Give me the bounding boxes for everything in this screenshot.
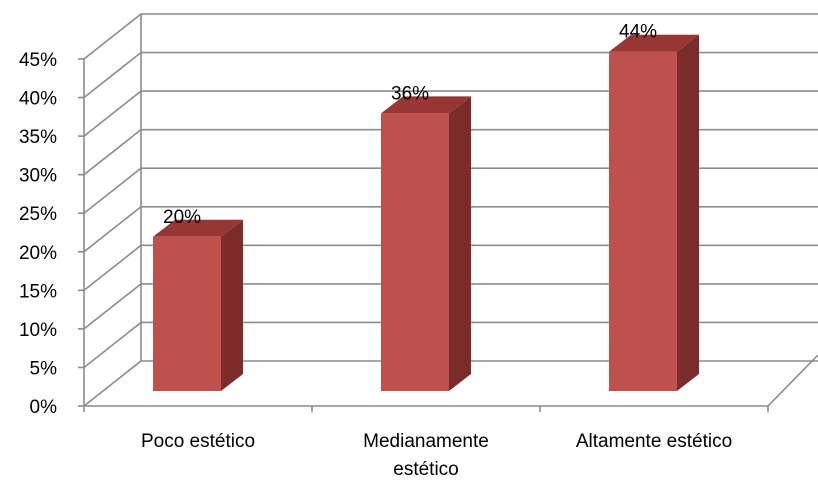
bar-front [609,51,677,391]
bar-front [153,236,221,391]
data-label: 20% [163,207,201,228]
bar-top [381,96,471,114]
y-tick-label: 15% [19,281,57,302]
axes [78,14,769,412]
y-tick-label: 40% [19,89,57,110]
x-category-label: Medianamente [363,431,489,452]
bar-side [221,219,243,391]
y-tick-label: 5% [30,358,58,379]
bar [609,34,699,391]
y-tick-label: 35% [19,127,57,148]
bar [381,96,471,392]
bar-top [609,34,699,52]
floor-edge [83,354,818,407]
bar-side [677,34,699,391]
y-tick-label: 20% [19,243,57,264]
bar [153,219,243,391]
y-tick-label: 45% [19,50,57,71]
data-label: 44% [619,22,657,43]
bar-side [449,96,471,392]
x-category-label: Poco estético [141,431,255,452]
y-tick-label: 25% [19,204,57,225]
labels: 0% 5% 10% 15% 20% 25% 30% 35% 40% 45% 20% Poco esté… [19,22,732,480]
y-tick-label: 0% [30,397,58,418]
bar-front [381,113,449,392]
x-category-label: Altamente estético [576,431,732,452]
bars [153,34,699,392]
x-category-label: estético [393,459,458,480]
y-tick-label: 30% [19,166,57,187]
data-label: 36% [391,83,429,104]
y-tick-label: 10% [19,320,57,341]
bar-top [153,219,243,237]
